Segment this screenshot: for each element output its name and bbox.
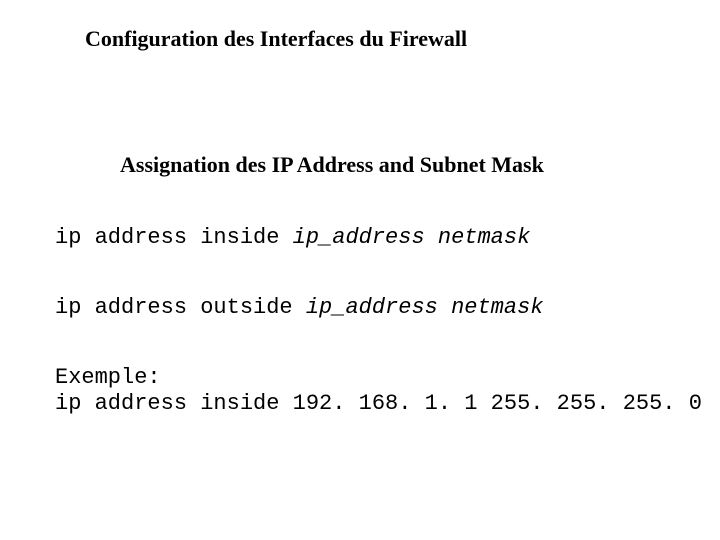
slide-page: Configuration des Interfaces du Firewall…: [0, 0, 720, 540]
command-params: ip_address netmask: [306, 295, 544, 320]
example-block: Exemple: ip address inside 192. 168. 1. …: [55, 365, 702, 418]
command-prefix: ip address outside: [55, 295, 306, 320]
command-params: ip_address netmask: [293, 225, 531, 250]
section-subtitle: Assignation des IP Address and Subnet Ma…: [120, 152, 544, 178]
command-line-2: ip address outside ip_address netmask: [55, 295, 543, 321]
page-title: Configuration des Interfaces du Firewall: [85, 26, 467, 52]
command-prefix: ip address inside: [55, 225, 293, 250]
example-line: ip address inside 192. 168. 1. 1 255. 25…: [55, 391, 702, 416]
example-label: Exemple:: [55, 365, 161, 390]
command-line-1: ip address inside ip_address netmask: [55, 225, 530, 251]
